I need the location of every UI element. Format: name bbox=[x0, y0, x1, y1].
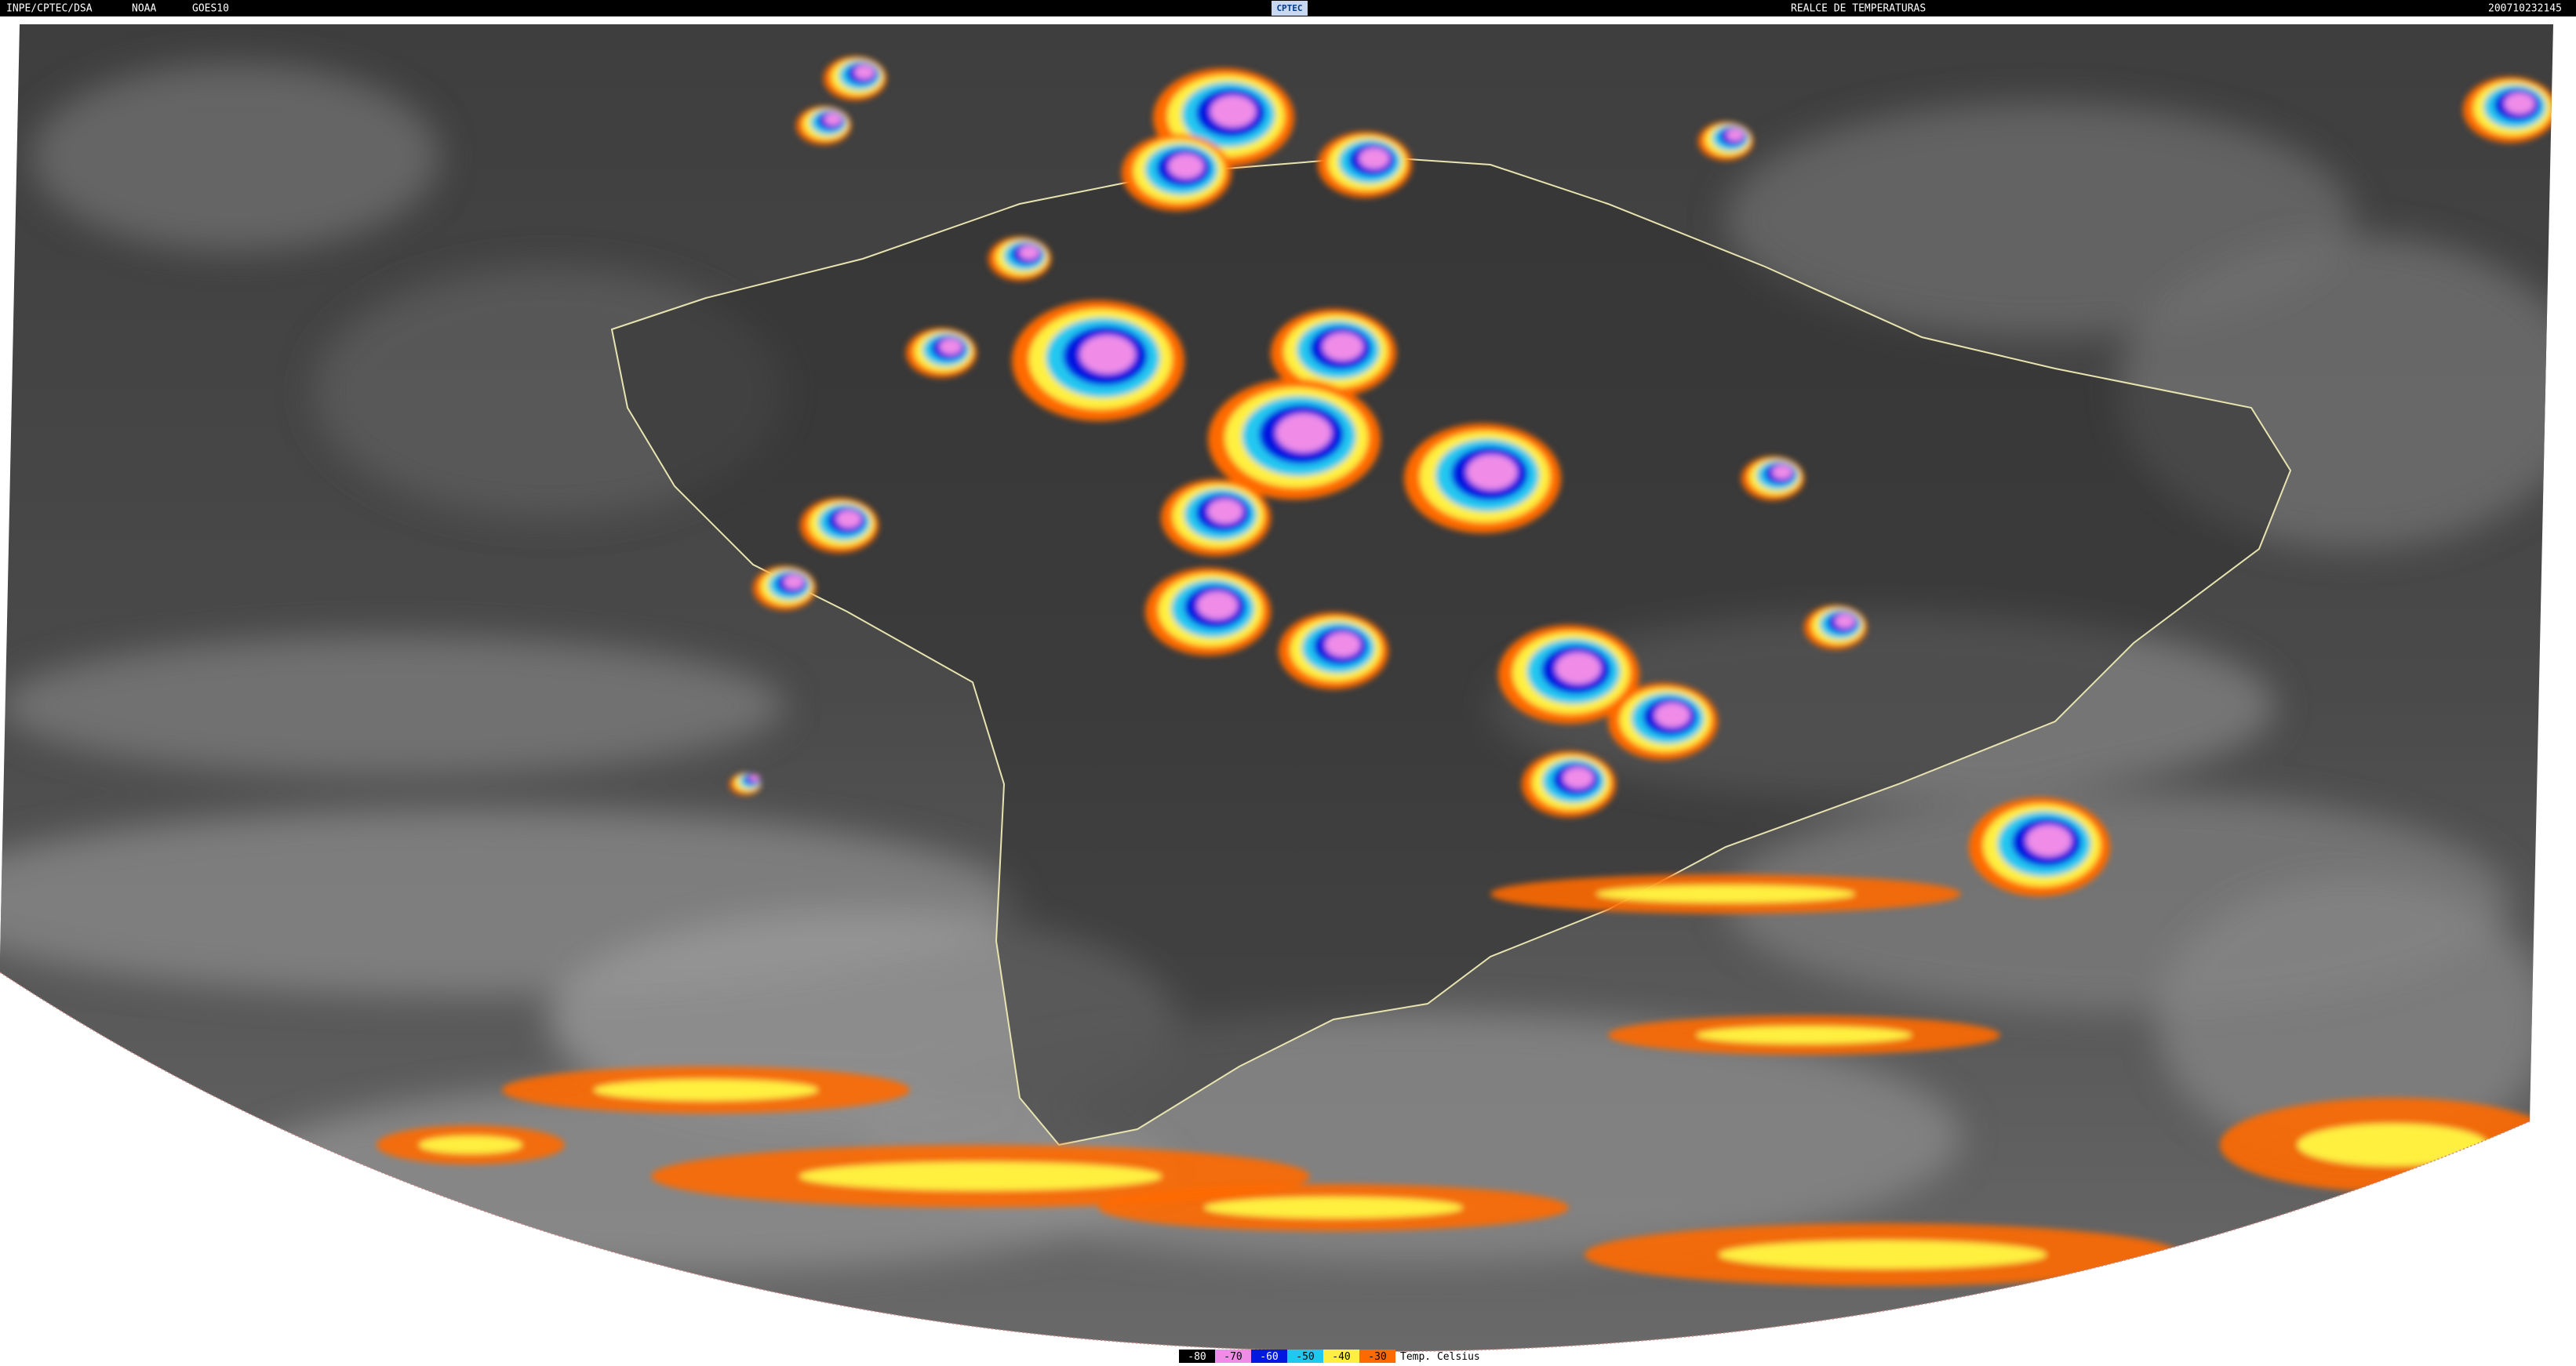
front-band bbox=[1696, 1026, 1912, 1044]
coastline bbox=[610, 155, 2292, 1146]
cloud bbox=[2157, 878, 2549, 1161]
storm-cell bbox=[1467, 454, 1517, 490]
storm-cell bbox=[2026, 824, 2072, 857]
storm-cell bbox=[1207, 499, 1243, 524]
front-band bbox=[2298, 1124, 2487, 1166]
front-band bbox=[594, 1079, 818, 1101]
legend-title: Temp. Celsius bbox=[1400, 1351, 1480, 1363]
front-band bbox=[1719, 1241, 2047, 1269]
legend-swatch bbox=[1287, 1350, 1323, 1363]
continent bbox=[612, 157, 2290, 1145]
storm-cell bbox=[1359, 147, 1390, 169]
legend-swatch bbox=[1251, 1350, 1287, 1363]
header-satellite: GOES10 bbox=[192, 3, 229, 15]
legend-label: -60 bbox=[1260, 1351, 1278, 1363]
storm-cell bbox=[939, 338, 962, 355]
storm-cell bbox=[1654, 703, 1690, 728]
storm-cell bbox=[1323, 332, 1363, 361]
storm-cell bbox=[1555, 652, 1601, 685]
storm-cell bbox=[1325, 632, 1361, 657]
legend-label: -30 bbox=[1368, 1351, 1386, 1363]
front-band bbox=[1204, 1197, 1463, 1219]
satellite-image bbox=[0, 24, 2553, 1352]
storm-cell bbox=[1835, 614, 1855, 628]
storm-cell bbox=[1275, 413, 1332, 452]
storm-cell bbox=[854, 65, 875, 79]
storm-cell bbox=[1197, 591, 1238, 619]
legend-swatch bbox=[1323, 1350, 1359, 1363]
storm-cell bbox=[1019, 245, 1039, 260]
header-institution: INPE/CPTEC/DSA bbox=[6, 3, 93, 15]
logo: CPTEC bbox=[1276, 3, 1302, 13]
storm-cell bbox=[824, 113, 842, 125]
legend-swatch bbox=[1215, 1350, 1251, 1363]
storm-cell bbox=[1210, 95, 1256, 128]
legend: -80 -70 -60 -50 -40 -30 Temp. Celsius bbox=[1179, 1350, 1480, 1363]
legend-label: -70 bbox=[1224, 1351, 1242, 1363]
legend-label: -50 bbox=[1296, 1351, 1314, 1363]
storm-cell bbox=[1772, 465, 1792, 479]
cloud bbox=[31, 63, 439, 251]
front-band bbox=[419, 1135, 522, 1154]
storm-cell bbox=[1168, 154, 1204, 179]
front-band bbox=[799, 1162, 1162, 1190]
cloud bbox=[0, 635, 784, 776]
storm-cell bbox=[1726, 129, 1745, 141]
logo-box bbox=[1272, 1, 1308, 16]
storm-cell bbox=[836, 510, 861, 529]
legend-swatch bbox=[1359, 1350, 1395, 1363]
convective-cells bbox=[377, 56, 2553, 1286]
header-agency: NOAA bbox=[132, 3, 156, 15]
legend-label: -80 bbox=[1188, 1351, 1206, 1363]
header-timestamp: 200710232145 bbox=[2488, 3, 2562, 15]
storm-cell bbox=[749, 774, 760, 782]
storm-cell bbox=[1079, 335, 1136, 374]
legend-label: -40 bbox=[1332, 1351, 1350, 1363]
storm-cell bbox=[1563, 767, 1594, 789]
storm-cell bbox=[784, 575, 804, 589]
storm-cell bbox=[2504, 93, 2535, 114]
header-product: REALCE DE TEMPERATURAS bbox=[1791, 3, 1926, 15]
legend-swatch bbox=[1179, 1350, 1215, 1363]
front-band bbox=[1596, 885, 1855, 903]
